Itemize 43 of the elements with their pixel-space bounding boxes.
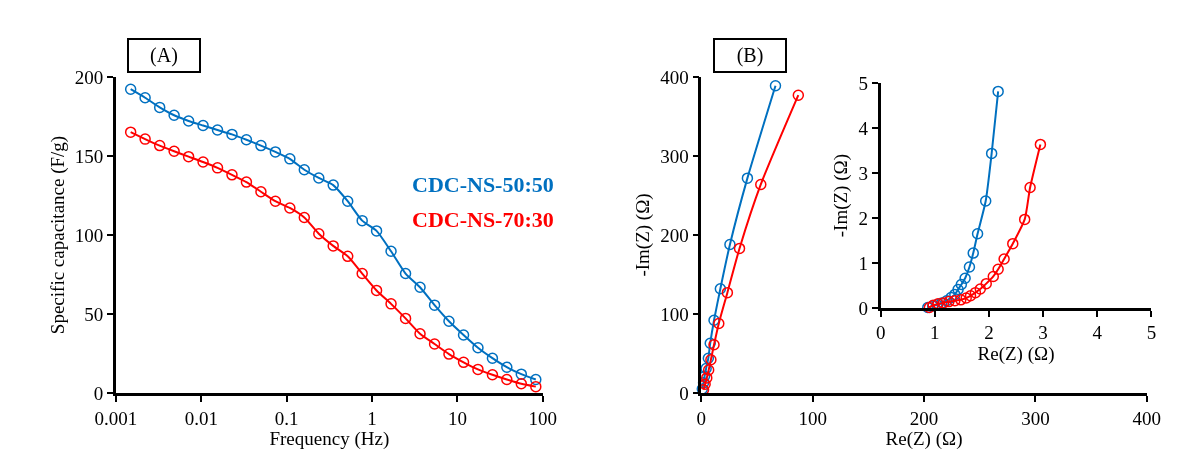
y-tick-label: 5 — [858, 73, 869, 94]
x-tick-label: 5 — [1146, 322, 1157, 344]
x-tick-label: 0 — [875, 322, 886, 344]
x-tick-label: 200 — [909, 407, 939, 429]
chart-title: (A) — [150, 44, 178, 67]
x-axis-title: Frequency (Hz) — [269, 428, 390, 451]
x-axis-title: Re(Z) (Ω) — [885, 428, 963, 451]
y-axis-title: -Im(Z) (Ω) — [632, 193, 655, 277]
x-tick-label: 300 — [1021, 407, 1050, 429]
x-tick-label: 0.01 — [184, 407, 218, 429]
y-tick-label: 1 — [858, 252, 869, 274]
text: CDC-NS-70:30 — [412, 207, 554, 232]
y-axis-title: Specific capacitance (F/g) — [46, 135, 69, 335]
x-tick-label: 4 — [1092, 322, 1103, 344]
y-tick-label: 50 — [84, 303, 104, 325]
x-tick-label: 1 — [367, 407, 377, 429]
y-tick-label: 200 — [660, 224, 689, 246]
x-tick-label: 3 — [1038, 322, 1048, 344]
y-axis-title: -Im(Z) (Ω) — [830, 154, 853, 238]
x-tick-label: 100 — [528, 407, 558, 429]
y-tick-label: 300 — [660, 145, 689, 167]
y-tick-label: 4 — [858, 117, 869, 139]
x-tick-label: 2 — [984, 322, 994, 344]
y-tick-label: 3 — [858, 162, 869, 184]
x-tick-label: 0.001 — [94, 407, 138, 429]
y-tick-label: 100 — [74, 224, 104, 246]
x-axis-title: Re(Z) (Ω) — [977, 343, 1055, 366]
y-tick-label: 150 — [74, 145, 104, 167]
x-tick-label: 0.1 — [274, 407, 299, 429]
chart-title: (B) — [736, 44, 764, 67]
y-tick-label: 200 — [74, 66, 104, 88]
y-tick-label: 0 — [679, 382, 689, 404]
x-tick-label: 100 — [798, 407, 827, 429]
y-tick-label: 2 — [858, 207, 869, 229]
text: CDC-NS-50:50 — [412, 172, 554, 197]
y-tick-label: 100 — [660, 303, 689, 325]
y-tick-label: 0 — [858, 297, 869, 319]
x-tick-label: 10 — [447, 407, 467, 429]
x-tick-label: 0 — [696, 407, 707, 429]
y-tick-label: 400 — [660, 66, 689, 88]
x-tick-label: 400 — [1132, 407, 1162, 429]
x-tick-label: 1 — [930, 322, 940, 344]
y-tick-label: 0 — [93, 382, 104, 404]
